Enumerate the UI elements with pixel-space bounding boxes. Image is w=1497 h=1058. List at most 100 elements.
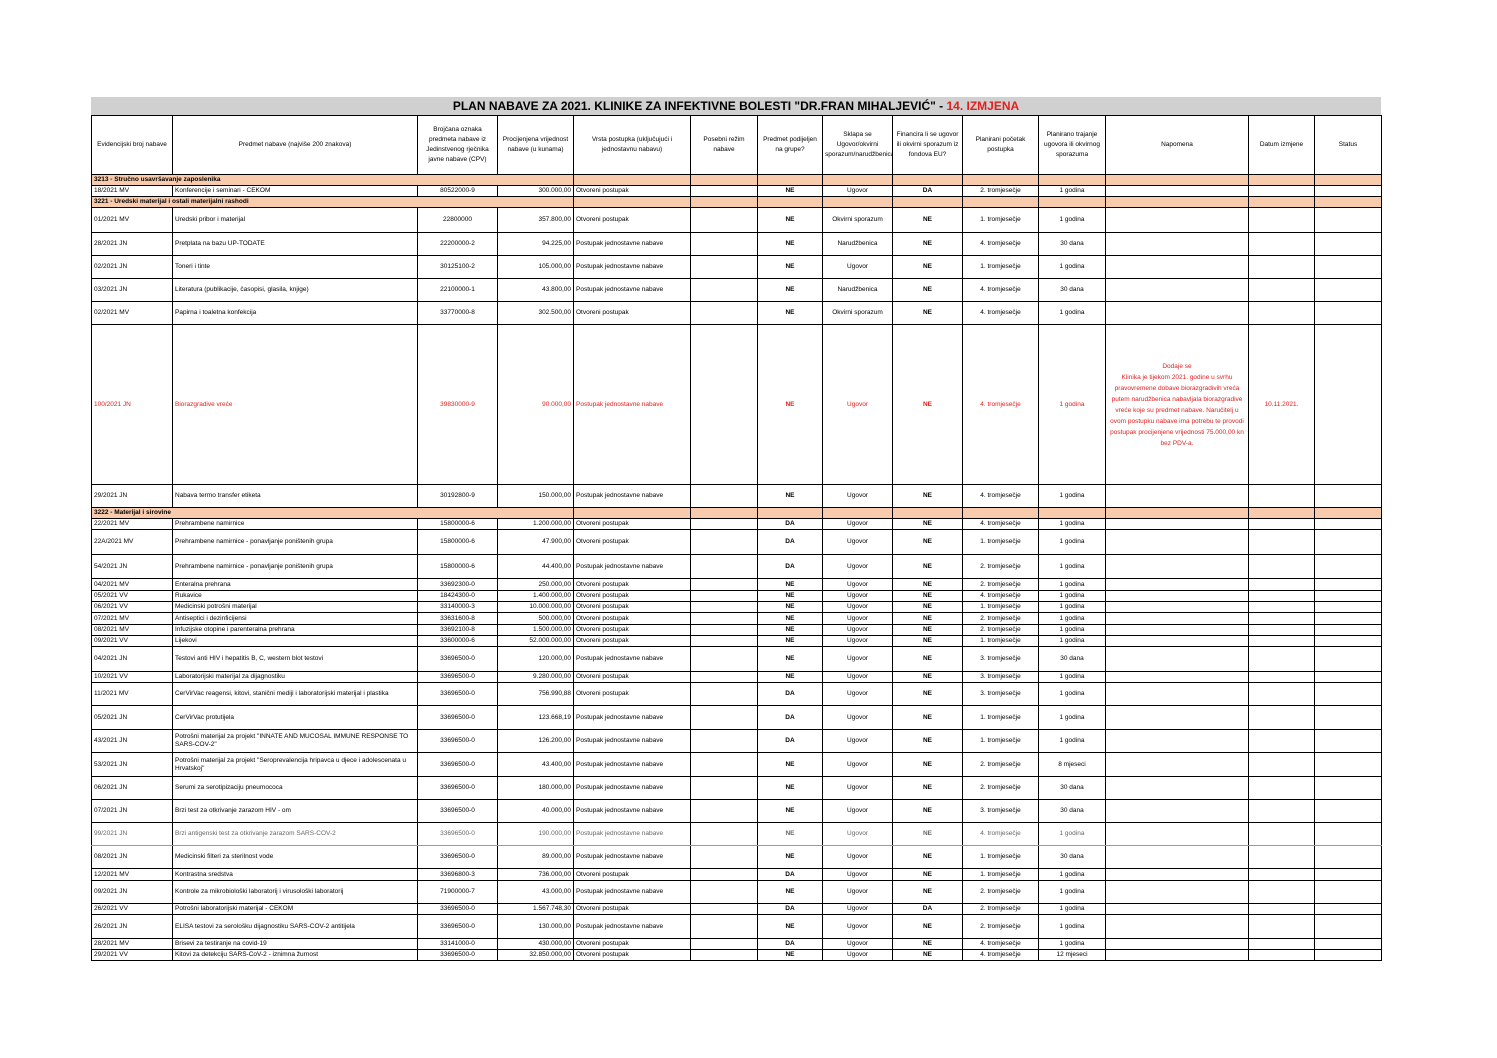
cell-lots: DA [757, 903, 823, 915]
cell-procedure-type: Otvoreni postupak [573, 949, 691, 961]
cell-eu-funds: NE [892, 938, 963, 950]
cell-change-date [1248, 624, 1315, 636]
cell-change-date [1248, 590, 1315, 602]
cell-change-date [1248, 278, 1315, 302]
table-row: 22A/2021 MV Prehrambene namirnice - ponav… [91, 529, 1382, 555]
cell-contract-type: Ugovor [822, 914, 893, 939]
cell-cpv-code: 22200000-2 [417, 232, 498, 256]
cell-change-date: 10.11.2021. [1248, 324, 1315, 485]
section-cell [1038, 174, 1106, 186]
cell-eu-funds: NE [892, 324, 963, 485]
cell-eu-funds: NE [892, 671, 963, 683]
cell-note [1105, 255, 1249, 279]
cell-eu-funds: NE [892, 278, 963, 302]
cell-cpv-code: 22100000-1 [417, 278, 498, 302]
cell-subject: Kontrastna sredstva [172, 868, 418, 881]
cell-procedure-type: Postupak jednostavne nabave [573, 880, 691, 904]
cell-planned-start: 2. tromjesečje [962, 903, 1039, 915]
table-row: 06/2021 VV Medicinski potrošni materijal 3… [91, 601, 1382, 613]
cell-procedure-type: Postupak jednostavne nabave [573, 646, 691, 672]
cell-procedure-type: Postupak jednostavne nabave [573, 845, 691, 869]
section-cell [757, 174, 823, 186]
cell-lots: NE [757, 185, 823, 197]
cell-evidence-number: 03/2021 JN [91, 278, 173, 302]
table-row: 04/2021 JN Testovi anti HIV i hepatitis B… [91, 646, 1382, 672]
cell-status [1314, 624, 1382, 636]
cell-contract-type: Ugovor [822, 880, 893, 904]
cell-lots: NE [757, 776, 823, 800]
cell-contract-type: Ugovor [822, 612, 893, 625]
cell-cpv-code: 33770000-8 [417, 301, 498, 325]
cell-note [1105, 671, 1249, 683]
cell-procedure-type: Postupak jednostavne nabave [573, 278, 691, 302]
cell-lots: NE [757, 845, 823, 869]
cell-procedure-type: Otvoreni postupak [573, 624, 691, 636]
table-row: 01/2021 MV Uredski pribor i materijal 2280… [91, 207, 1382, 233]
cell-change-date [1248, 484, 1315, 508]
cell-subject: Prehrambene namirnice - ponavljanje poni… [172, 529, 418, 555]
cell-duration: 12 mjeseci [1038, 949, 1106, 961]
cell-status [1314, 845, 1382, 869]
cell-status [1314, 914, 1382, 939]
cell-subject: Literatura (publikacije, časopisi, glasi… [172, 278, 418, 302]
section-cell [573, 196, 691, 208]
cell-evidence-number: 29/2021 JN [91, 484, 173, 508]
column-header-duration: Planirano trajanje ugovora ili okvirnog … [1038, 115, 1106, 175]
cell-contract-type: Ugovor [822, 776, 893, 800]
cell-planned-start: 4. tromjesečje [962, 822, 1039, 846]
cell-change-date [1248, 729, 1315, 753]
cell-eu-funds: NE [892, 232, 963, 256]
cell-status [1314, 752, 1382, 777]
cell-lots: NE [757, 255, 823, 279]
cell-duration: 1 godina [1038, 601, 1106, 613]
cell-planned-start: 2. tromjesečje [962, 776, 1039, 800]
cell-duration: 1 godina [1038, 880, 1106, 904]
table-row: 29/2021 VV Kitovi za detekciju SARS-CoV-2… [91, 949, 1382, 961]
cell-special-regime [690, 776, 758, 800]
title-amendment: 14. IZMJENA [946, 99, 1020, 113]
cell-planned-start: 4. tromjesečje [962, 301, 1039, 325]
cell-estimated-value: 47.900,00 [497, 529, 574, 555]
cell-eu-funds: NE [892, 624, 963, 636]
cell-special-regime [690, 185, 758, 197]
cell-contract-type: Narudžbenica [822, 278, 893, 302]
cell-note [1105, 601, 1249, 613]
cell-estimated-value: 43.400,00 [497, 752, 574, 777]
table-row: 28/2021 MV Brisevi za testiranje na covid… [91, 938, 1382, 950]
cell-special-regime [690, 914, 758, 939]
cell-change-date [1248, 880, 1315, 904]
cell-subject: Konferencije i seminari - CEKOM [172, 185, 418, 197]
cell-lots: DA [757, 729, 823, 753]
cell-contract-type: Ugovor [822, 938, 893, 950]
cell-procedure-type: Otvoreni postupak [573, 682, 691, 706]
cell-estimated-value: 1.567.748,30 [497, 903, 574, 915]
cell-note [1105, 185, 1249, 197]
cell-subject: Medicinski potrošni materijal [172, 601, 418, 613]
cell-contract-type: Ugovor [822, 601, 893, 613]
cell-estimated-value: 120.000,00 [497, 646, 574, 672]
table-row: 03/2021 JN Literatura (publikacije, časop… [91, 278, 1382, 302]
cell-lots: DA [757, 938, 823, 950]
cell-eu-funds: NE [892, 752, 963, 777]
cell-special-regime [690, 255, 758, 279]
cell-special-regime [690, 484, 758, 508]
cell-estimated-value: 32.850.000,00 [497, 949, 574, 961]
cell-procedure-type: Otvoreni postupak [573, 518, 691, 530]
cell-planned-start: 1. tromjesečje [962, 207, 1039, 233]
cell-note [1105, 949, 1249, 961]
cell-change-date [1248, 822, 1315, 846]
cell-status [1314, 484, 1382, 508]
section-cell [1105, 174, 1249, 186]
cell-duration: 1 godina [1038, 914, 1106, 939]
cell-cpv-code: 33696500-0 [417, 845, 498, 869]
cell-eu-funds: DA [892, 903, 963, 915]
cell-duration: 1 godina [1038, 671, 1106, 683]
cell-change-date [1248, 671, 1315, 683]
table-row: 26/2021 JN ELISA testovi za serološku dij… [91, 914, 1382, 939]
cell-contract-type: Okvirni sporazum [822, 301, 893, 325]
cell-eu-funds: NE [892, 554, 963, 579]
header-row: Evidencijski broj nabave Predmet nabave (… [91, 115, 1382, 175]
cell-special-regime [690, 578, 758, 591]
cell-lots: NE [757, 822, 823, 846]
cell-estimated-value: 736.000,00 [497, 868, 574, 881]
